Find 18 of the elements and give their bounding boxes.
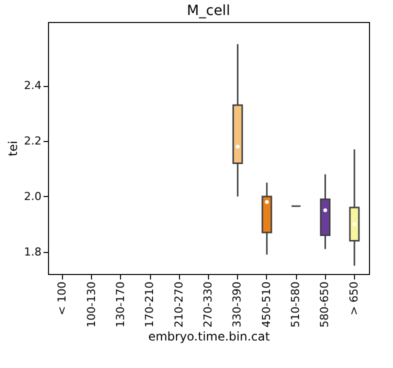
y-tick-label: 2.4 [24,79,42,92]
y-tick-label: 2.0 [24,190,42,203]
x-tick-label: 170-210 [143,282,156,328]
x-tick-label: 270-330 [202,282,214,328]
y-axis-title: tei [6,140,20,156]
x-tick-label: 510-580 [289,282,302,328]
y-tick-label: 2.2 [24,134,42,148]
x-tick-label: 330-390 [230,282,244,328]
x-tick-label: 580-650 [318,282,332,328]
x-tick-label: > 650 [347,282,360,316]
y-tick-label: 1.8 [24,245,42,258]
x-tick-label: < 100 [56,282,69,316]
x-axis-title: embryo.time.bin.cat [148,329,270,344]
chart-title: M_cell [186,3,230,19]
x-tick-label: 100-130 [84,282,98,328]
x-tick-label: 450-510 [260,282,273,328]
x-tick-label: 130-170 [114,282,127,328]
x-tick-label: 210-270 [172,282,186,328]
